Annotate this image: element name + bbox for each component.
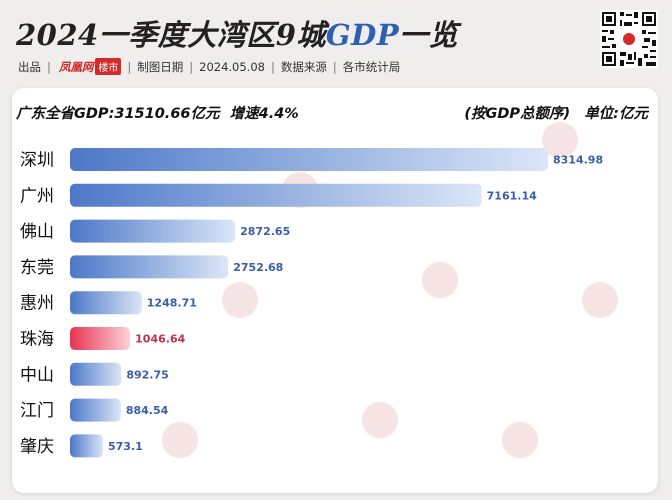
- category-label: 东莞: [20, 258, 54, 278]
- summary-bar: 广东全省GDP:31510.66亿元 增速4.4% (按GDP总额序) 单位:亿…: [16, 102, 648, 123]
- watermark-mark: [362, 402, 398, 438]
- value-label: 2872.65: [240, 225, 290, 238]
- bar: [70, 183, 482, 207]
- watermark-mark: [502, 422, 538, 458]
- category-label: 江门: [20, 401, 54, 421]
- watermark-mark: [222, 282, 258, 318]
- value-label: 892.75: [126, 368, 168, 381]
- province-gdp-summary: 广东全省GDP:31510.66亿元 增速4.4%: [16, 102, 299, 123]
- brand-name: 凤凰网: [58, 59, 94, 74]
- category-label: 惠州: [20, 294, 54, 314]
- category-label: 肇庆: [20, 437, 54, 457]
- source-prefix: 出品: [18, 59, 41, 74]
- page-title: 2024一季度大湾区9城GDP一览: [16, 12, 458, 54]
- source-value: 各市统计局: [342, 59, 401, 74]
- qr-code-icon[interactable]: [600, 10, 658, 68]
- watermark-mark: [582, 282, 618, 318]
- category-label: 佛山: [20, 222, 54, 242]
- watermark-layer: [162, 122, 618, 458]
- title-prefix: 2024一季度大湾区9城: [16, 18, 326, 52]
- bar: [70, 362, 122, 386]
- watermark-mark: [542, 122, 578, 158]
- brand-logo: 凤凰网 楼市: [57, 58, 122, 75]
- bar-group: 深圳 8314.98 广州 7161.14 佛山 2872.65 东莞 2752.68 惠州 12…: [20, 148, 603, 458]
- summary-right: (按GDP总额序) 单位:亿元: [464, 102, 648, 123]
- growth-text: 增速4.4%: [229, 106, 299, 122]
- value-label: 573.1: [108, 440, 143, 453]
- bar: [70, 291, 142, 315]
- watermark-mark: [422, 262, 458, 298]
- meta-line: 出品 | 凤凰网 楼市 | 制图日期 | 2024.05.08 | 数据来源 |…: [18, 58, 401, 75]
- source-label: 数据来源: [280, 59, 327, 74]
- value-label: 7161.14: [487, 189, 537, 202]
- value-label: 2752.68: [233, 261, 283, 274]
- title-highlight: GDP: [325, 18, 400, 52]
- province-gdp-text: 广东全省GDP:31510.66亿元: [16, 106, 220, 122]
- value-label: 1046.64: [135, 333, 185, 346]
- category-label: 珠海: [20, 330, 54, 350]
- watermark-mark: [162, 422, 198, 458]
- category-label: 深圳: [20, 151, 54, 171]
- bar: [70, 219, 236, 243]
- bar: [70, 148, 548, 171]
- bar: [70, 398, 121, 422]
- bar: [70, 434, 103, 458]
- unit-note: 单位:亿元: [584, 106, 648, 122]
- title-suffix: 一览: [399, 18, 459, 52]
- category-label: 中山: [20, 365, 54, 385]
- bar-highlight: [70, 327, 131, 350]
- value-label: 1248.71: [147, 297, 197, 310]
- date-value: 2024.05.08: [199, 59, 265, 74]
- value-label: 884.54: [126, 404, 169, 417]
- brand-sub: 楼市: [95, 58, 122, 75]
- sort-note: (按GDP总额序): [464, 106, 571, 122]
- value-label: 8314.98: [553, 154, 603, 167]
- category-label: 广州: [20, 186, 54, 206]
- bar: [70, 255, 229, 279]
- date-label: 制图日期: [137, 59, 184, 74]
